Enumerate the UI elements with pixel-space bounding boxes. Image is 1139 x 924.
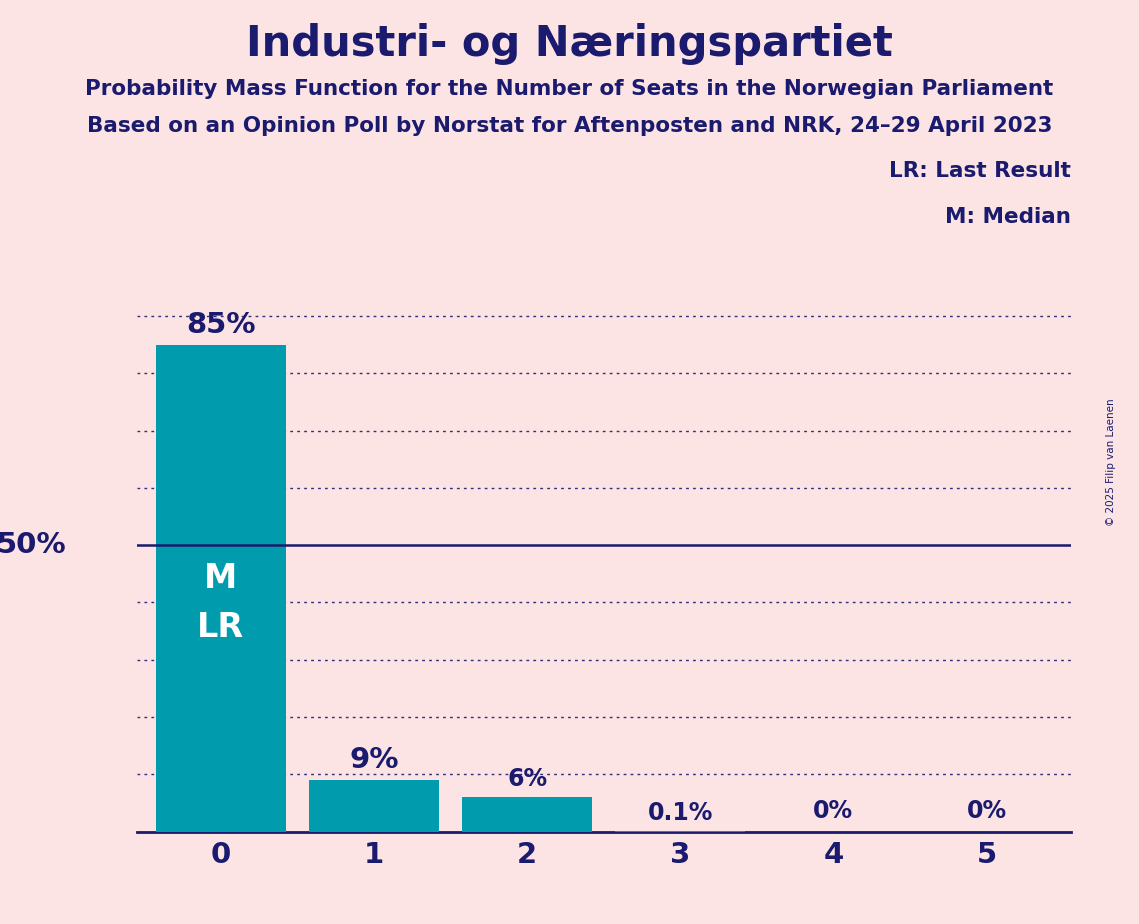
Text: 85%: 85%: [186, 310, 255, 339]
Text: 0.1%: 0.1%: [648, 801, 713, 825]
Bar: [156, 345, 286, 832]
Text: LR: Last Result: LR: Last Result: [888, 162, 1071, 181]
Text: M: Median: M: Median: [944, 207, 1071, 227]
Bar: [462, 797, 592, 832]
Text: Industri- og Næringspartiet: Industri- og Næringspartiet: [246, 23, 893, 65]
Text: © 2025 Filip van Laenen: © 2025 Filip van Laenen: [1106, 398, 1115, 526]
Text: 0%: 0%: [966, 799, 1007, 823]
Text: Based on an Opinion Poll by Norstat for Aftenposten and NRK, 24–29 April 2023: Based on an Opinion Poll by Norstat for …: [87, 116, 1052, 136]
Bar: [309, 780, 439, 832]
Text: M: M: [204, 562, 238, 595]
Text: Probability Mass Function for the Number of Seats in the Norwegian Parliament: Probability Mass Function for the Number…: [85, 79, 1054, 99]
Text: 0%: 0%: [813, 799, 853, 823]
Text: 50%: 50%: [0, 531, 67, 559]
Text: 6%: 6%: [507, 768, 547, 792]
Text: LR: LR: [197, 611, 245, 644]
Text: 9%: 9%: [350, 747, 399, 774]
